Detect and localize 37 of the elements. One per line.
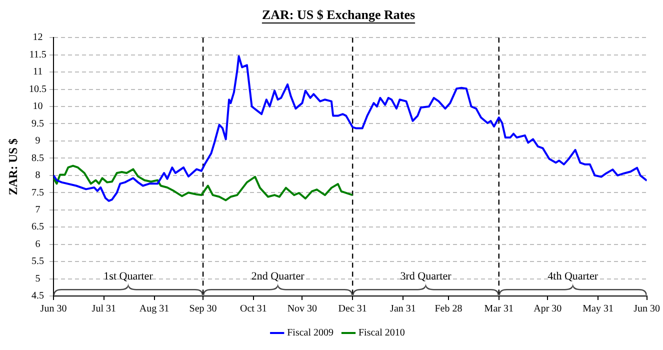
- legend-label: Fiscal 2010: [358, 328, 405, 339]
- annotation: 2nd Quarter: [251, 270, 305, 282]
- x-tick-label: Nov 30: [287, 304, 318, 315]
- x-tick-label: Feb 28: [434, 304, 462, 315]
- y-tick-label: 12: [32, 32, 43, 44]
- y-tick-label: 7.5: [32, 187, 44, 198]
- y-tick-label: 8.5: [32, 152, 44, 164]
- y-tick-label: 10: [32, 101, 43, 112]
- chart-title: ZAR: US $ Exchange Rates: [262, 7, 416, 22]
- y-tick-label: 9.5: [32, 118, 44, 130]
- y-tick-label: 11.5: [29, 49, 46, 60]
- annotation: 1st Quarter: [104, 270, 154, 282]
- y-tick-label: 6.5: [32, 222, 44, 233]
- annotation: 4th Quarter: [548, 270, 598, 282]
- y-tick-label: 4.5: [32, 290, 44, 302]
- annotation: 3rd Quarter: [400, 270, 452, 282]
- x-tick-label: Dec 31: [338, 304, 367, 315]
- y-tick-label: 5: [35, 273, 40, 284]
- x-tick-label: Apr 30: [534, 304, 562, 315]
- x-tick-label: Jan 31: [390, 304, 416, 315]
- x-tick-label: Oct 31: [240, 304, 267, 315]
- x-tick-label: Jun 30: [40, 304, 67, 315]
- x-tick-label: May 31: [582, 304, 614, 315]
- y-tick-label: 7: [35, 204, 40, 216]
- x-tick-label: Sep 30: [189, 304, 217, 315]
- y-tick-label: 6: [35, 238, 40, 250]
- x-tick-label: Jun 30: [634, 304, 660, 315]
- legend-label: Fiscal 2009: [287, 328, 334, 339]
- y-tick-label: 9: [35, 136, 40, 147]
- x-tick-label: Jul 31: [92, 304, 116, 315]
- y-tick-label: 10.5: [29, 84, 46, 95]
- y-tick-label: 11: [32, 66, 43, 78]
- y-axis-title: ZAR: US $: [6, 138, 20, 196]
- y-tick-label: 8: [35, 170, 40, 182]
- x-tick-label: Aug 31: [139, 304, 170, 315]
- x-tick-label: Mar 31: [484, 304, 514, 315]
- y-tick-label: 5.5: [32, 256, 44, 268]
